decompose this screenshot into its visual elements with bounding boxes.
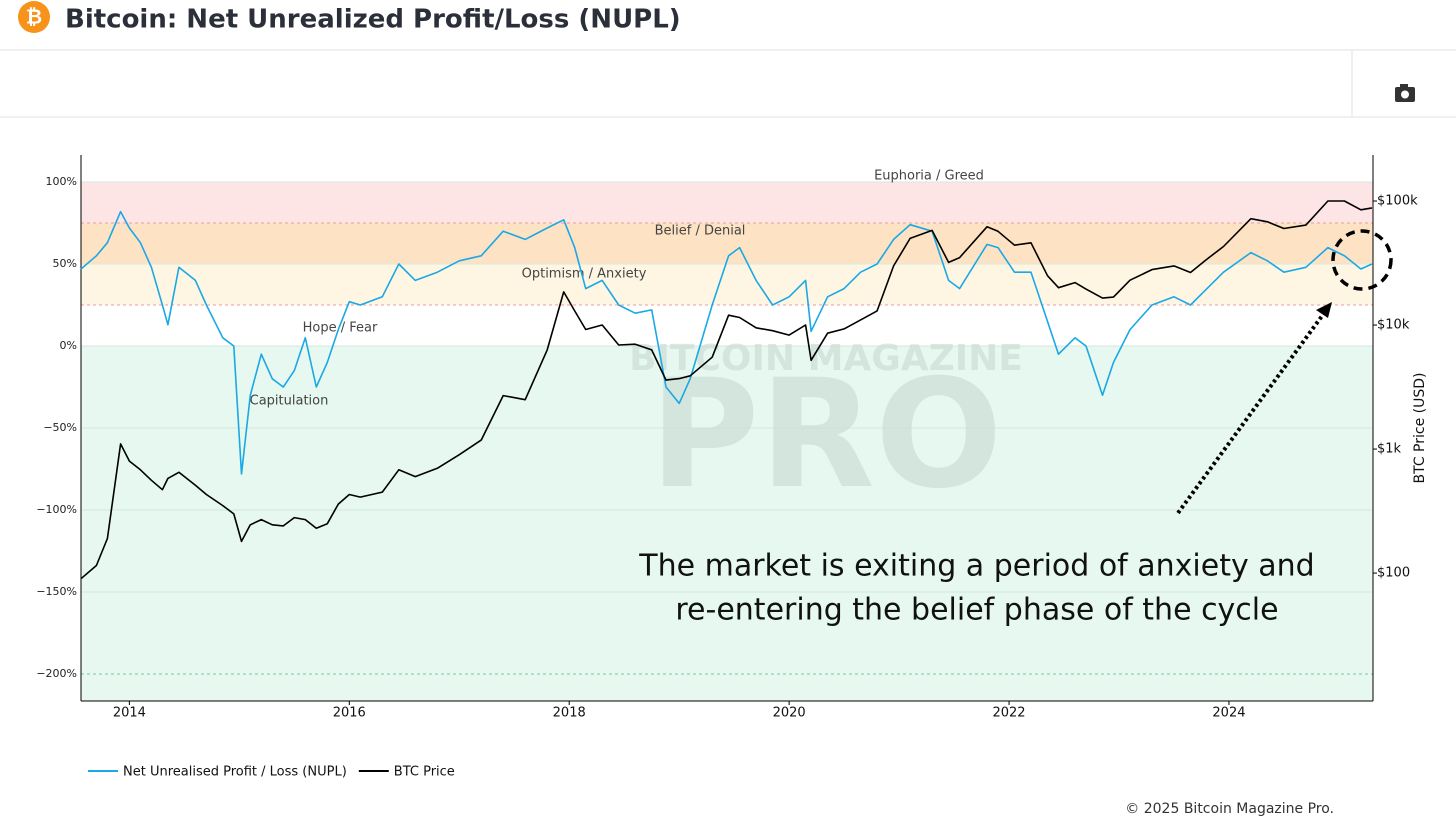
zone-label: Optimism / Anxiety bbox=[522, 267, 647, 282]
copyright: © 2025 Bitcoin Magazine Pro. bbox=[1125, 801, 1334, 817]
annotation: re-entering the belief phase of the cycl… bbox=[675, 593, 1278, 628]
zone-band bbox=[81, 182, 1373, 224]
zone-label: Capitulation bbox=[250, 394, 329, 409]
y-tick-label: 50% bbox=[53, 257, 77, 270]
annotation: The market is exiting a period of anxiet… bbox=[638, 549, 1314, 584]
bitcoin-icon bbox=[18, 1, 50, 33]
camera-lens[interactable] bbox=[1401, 90, 1409, 99]
y2-tick-label: $100k bbox=[1377, 194, 1418, 209]
zone-band bbox=[81, 223, 1373, 265]
y-tick-label: 0% bbox=[60, 339, 77, 352]
page-title: Bitcoin: Net Unrealized Profit/Loss (NUP… bbox=[65, 5, 681, 35]
y-tick-label: −150% bbox=[36, 585, 77, 598]
zone-band bbox=[81, 346, 1373, 701]
y2-tick-label: $100 bbox=[1377, 566, 1410, 581]
plot: −200%−150%−100%−50%0%50%100%BITCOIN MAGA… bbox=[36, 155, 1428, 780]
x-tick-label: 2022 bbox=[992, 706, 1025, 721]
x-tick-label: 2016 bbox=[333, 706, 366, 721]
zone-label: Euphoria / Greed bbox=[874, 169, 984, 184]
legend-label: Net Unrealised Profit / Loss (NUPL) bbox=[123, 765, 347, 780]
y2-axis-label: BTC Price (USD) bbox=[1412, 372, 1428, 483]
arrow-head bbox=[1316, 302, 1332, 318]
zone-label: Belief / Denial bbox=[655, 224, 746, 239]
x-tick-label: 2014 bbox=[113, 706, 146, 721]
legend-label: BTC Price bbox=[394, 765, 455, 780]
highlight-circle bbox=[1331, 229, 1393, 291]
zone-band bbox=[81, 264, 1373, 306]
y-tick-label: −50% bbox=[43, 421, 77, 434]
arrow-line bbox=[1176, 314, 1324, 515]
y2-tick-label: $10k bbox=[1377, 318, 1410, 333]
x-tick-label: 2020 bbox=[773, 706, 806, 721]
zone-band bbox=[81, 305, 1373, 347]
watermark-main: PRO bbox=[650, 348, 1003, 522]
bitcoin-symbol: ₿ bbox=[26, 5, 42, 29]
zone-label: Hope / Fear bbox=[303, 321, 378, 336]
series-line bbox=[80, 200, 1373, 580]
y-tick-label: −100% bbox=[36, 503, 77, 516]
camera-button[interactable] bbox=[1395, 84, 1415, 102]
series-line bbox=[80, 210, 1373, 475]
x-tick-label: 2018 bbox=[553, 706, 586, 721]
y-tick-label: 100% bbox=[46, 175, 77, 188]
y-tick-label: −200% bbox=[36, 667, 77, 680]
camera-top[interactable] bbox=[1400, 84, 1408, 88]
x-tick-label: 2024 bbox=[1212, 706, 1245, 721]
y2-tick-label: $1k bbox=[1377, 442, 1402, 457]
